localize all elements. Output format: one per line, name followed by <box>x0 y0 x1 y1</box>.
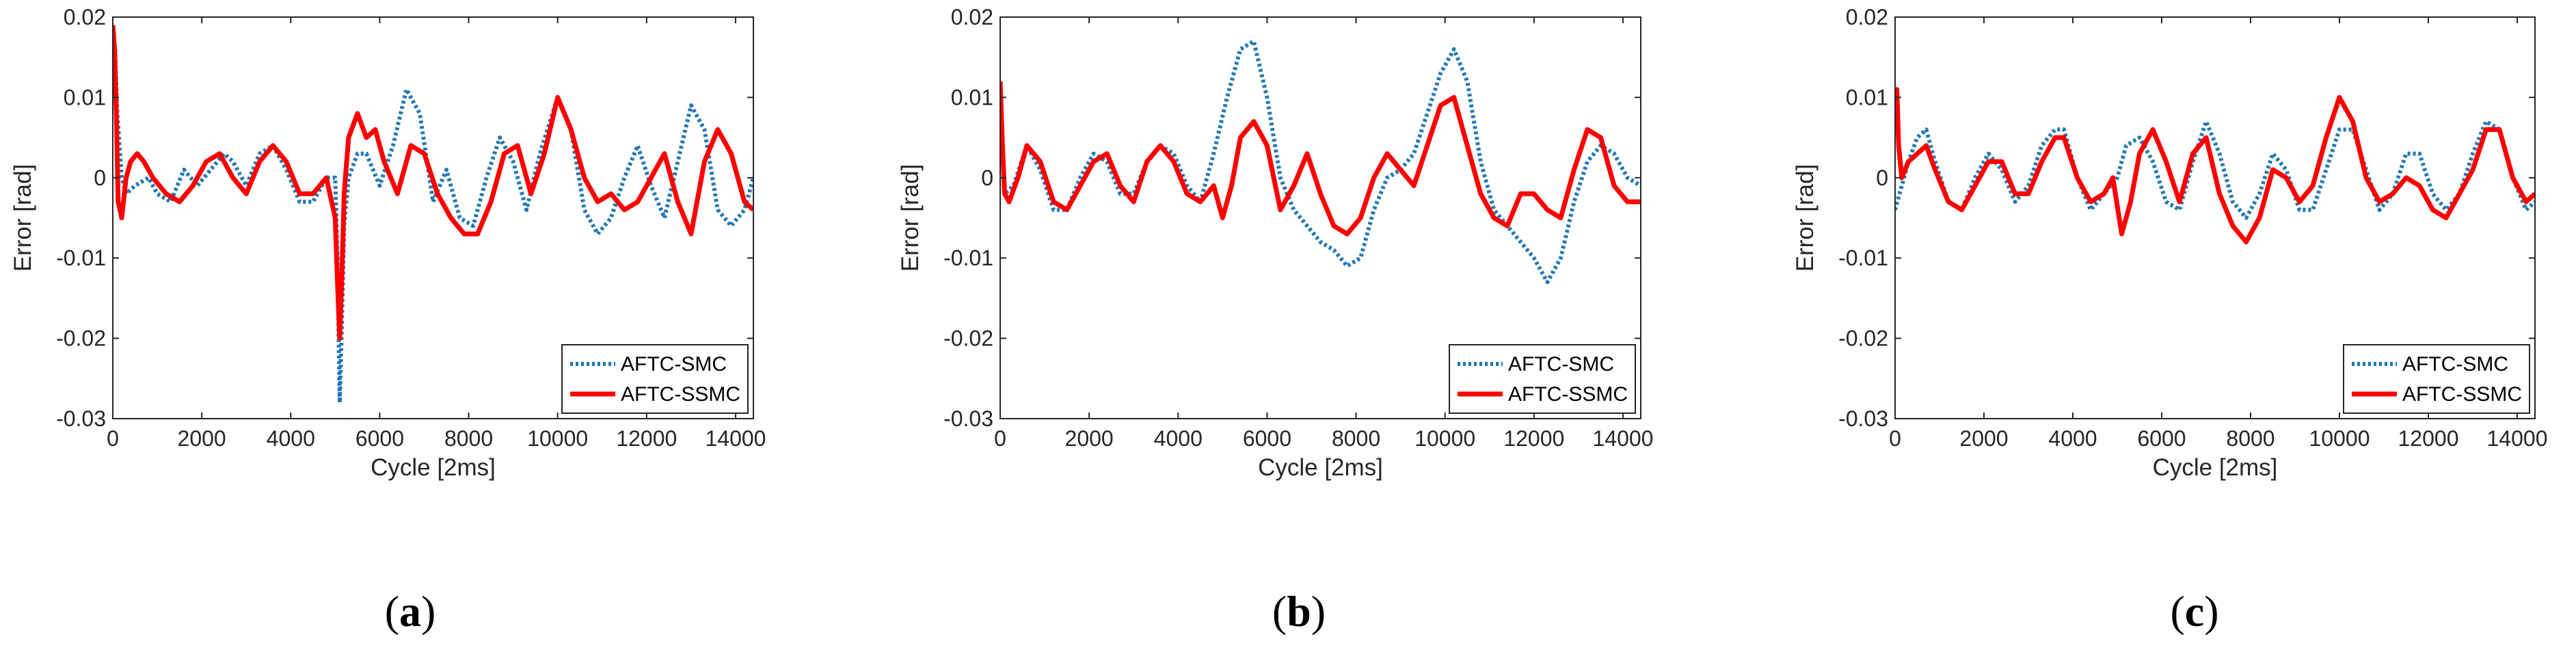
x-axis-label: Cycle [2ms] <box>1258 454 1383 481</box>
caption-letter: b <box>1287 587 1311 635</box>
caption-open: ( <box>2170 587 2184 635</box>
legend-entry-aftc-smc: AFTC-SMC <box>2402 353 2508 376</box>
x-tick-label: 14000 <box>1592 426 1653 451</box>
panel-caption: (a) <box>385 587 436 635</box>
x-tick-label: 10000 <box>527 426 588 451</box>
caption-close: ) <box>1311 587 1326 635</box>
x-tick-label: 4000 <box>1154 426 1203 451</box>
caption-letter: c <box>2185 587 2204 635</box>
x-tick-label: 4000 <box>267 426 315 451</box>
series-line-aftc-ssmc <box>1000 81 1641 237</box>
panel-caption: (c) <box>2170 587 2218 635</box>
caption-letter: a <box>399 587 421 635</box>
caption-close: ) <box>421 587 435 635</box>
x-tick-label: 0 <box>994 426 1006 451</box>
x-tick-label: 0 <box>107 426 119 451</box>
x-tick-label: 14000 <box>2487 426 2548 451</box>
axes-box <box>999 16 1641 419</box>
legend-entry-aftc-ssmc: AFTC-SSMC <box>621 383 740 406</box>
legend: AFTC-SMC AFTC-SSMC <box>1449 344 1636 414</box>
series-line-aftc-ssmc <box>1895 87 2535 245</box>
x-axis-label: Cycle [2ms] <box>371 454 496 481</box>
legend-entry-aftc-smc: AFTC-SMC <box>1508 353 1614 376</box>
x-tick-label: 6000 <box>1243 426 1291 451</box>
x-tick-label: 12000 <box>1503 426 1564 451</box>
caption-open: ( <box>1272 587 1287 635</box>
panel-a: 0 2000 4000 6000 8000 10000 12000 14000 0.02 0.01… <box>10 5 766 635</box>
legend-entry-aftc-ssmc: AFTC-SSMC <box>2402 383 2522 406</box>
x-axis-label: Cycle [2ms] <box>2153 454 2278 481</box>
panel-b: 0 2000 4000 6000 8000 10000 12000 14000 0.02 0.01… <box>897 5 1653 635</box>
legend-entry-aftc-ssmc: AFTC-SSMC <box>1508 383 1628 406</box>
x-tick-label: 0 <box>1889 426 1901 451</box>
panel-c: 0 2000 4000 6000 8000 10000 12000 14000 0.02 0.01… <box>1792 5 2547 635</box>
legend-box <box>1449 344 1636 414</box>
x-tick-label: 8000 <box>1332 426 1380 451</box>
y-tick-label: -0.03 <box>1838 406 1888 431</box>
x-tick-label: 12000 <box>616 426 677 451</box>
y-tick-label: -0.01 <box>943 246 993 270</box>
y-tick-label: 0.02 <box>951 5 993 29</box>
y-tick-label: -0.03 <box>943 406 993 431</box>
x-tick-label: 2000 <box>1065 426 1114 451</box>
x-tick-label: 6000 <box>2137 426 2186 451</box>
x-tick-label: 8000 <box>2226 426 2275 451</box>
series-line-aftc-smc <box>113 33 753 405</box>
x-tick-label: 12000 <box>2398 426 2459 451</box>
x-tick-label: 2000 <box>1959 426 2008 451</box>
y-axis-label: Error [rad] <box>10 164 36 272</box>
y-tick-label: -0.02 <box>943 326 993 351</box>
y-tick-label: 0.01 <box>951 85 993 109</box>
panel-caption: (b) <box>1272 587 1326 635</box>
x-tick-label: 14000 <box>705 426 766 451</box>
caption-open: ( <box>385 587 399 635</box>
axes-box <box>112 16 754 419</box>
y-tick-label: -0.03 <box>56 406 106 431</box>
y-tick-label: 0 <box>981 166 993 190</box>
series-line-aftc-smc <box>1000 39 1641 285</box>
series-line-aftc-smc <box>1895 119 2535 220</box>
x-tick-label: 4000 <box>2048 426 2097 451</box>
x-tick-label: 2000 <box>178 426 226 451</box>
y-tick-label: -0.01 <box>1838 246 1888 270</box>
y-axis-label: Error [rad] <box>1792 164 1819 272</box>
y-tick-label: -0.02 <box>1838 326 1888 351</box>
x-tick-label: 6000 <box>355 426 404 451</box>
y-axis-label: Error [rad] <box>897 164 924 272</box>
y-tick-label: 0.01 <box>64 85 106 109</box>
y-tick-label: 0 <box>94 166 106 190</box>
y-tick-label: -0.01 <box>56 246 106 270</box>
y-tick-label: 0.02 <box>1846 5 1888 29</box>
legend-entry-aftc-smc: AFTC-SMC <box>621 353 727 376</box>
series-line-aftc-ssmc <box>113 25 753 341</box>
x-tick-label: 8000 <box>444 426 493 451</box>
y-tick-label: 0.02 <box>64 5 106 29</box>
y-tick-label: 0 <box>1876 166 1888 190</box>
caption-close: ) <box>2204 587 2218 635</box>
x-tick-label: 10000 <box>1414 426 1475 451</box>
axes-box <box>1894 16 2536 419</box>
x-tick-label: 10000 <box>2309 426 2370 451</box>
legend-box <box>561 344 749 414</box>
legend: AFTC-SMC AFTC-SSMC <box>561 344 749 414</box>
legend: AFTC-SMC AFTC-SSMC <box>2343 344 2530 414</box>
y-tick-label: 0.01 <box>1846 85 1888 109</box>
y-tick-label: -0.02 <box>56 326 106 351</box>
legend-box <box>2343 344 2530 414</box>
